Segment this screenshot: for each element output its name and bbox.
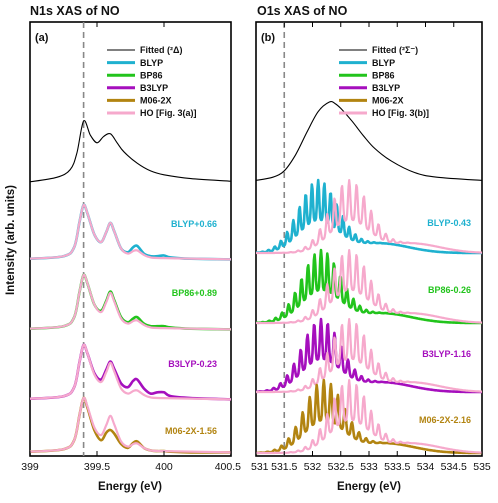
panel-a-ho-fig-3-a-curve-overlay-3	[29, 343, 232, 401]
panel-b-blyp-curve	[255, 178, 483, 255]
panel-a-b3lyp-curve	[29, 343, 232, 401]
panel-b-ho-fig-3-b-curve-overlay-1	[255, 179, 483, 255]
panel-a-ho-fig-3-a-curve-overlay-4	[29, 396, 232, 454]
legend-label-bp86: BP86	[140, 70, 163, 80]
x-tick-label-534-5: 534.5	[441, 461, 467, 473]
legend-label-blyp: BLYP	[140, 58, 163, 68]
annotation-bp86-0-26: BP86-0.26	[428, 285, 471, 295]
panel-a-bp86-curve	[29, 273, 232, 331]
panel-a-frame	[29, 21, 232, 457]
annotation-m06-2x-1-56: M06-2X-1.56	[165, 426, 217, 436]
panel-b-x-ticks: 531 531.5 532 532.5 533 533.5 534 534.5 535	[251, 22, 491, 473]
panel-b-x-axis-label: Energy (eV)	[337, 481, 401, 493]
panel-b-annotations: BLYP-0.43 BP86-0.26 B3LYP-1.16 M06-2X-2.16	[419, 218, 471, 425]
legend-label-ho-fig-3-a: HO [Fig. 3(a)]	[140, 108, 197, 118]
y-axis-label: Intensity (arb. units)	[5, 185, 17, 295]
x-tick-label-532-5: 532.5	[328, 461, 354, 473]
panel-a-x-axis-label: Energy (eV)	[98, 481, 162, 493]
x-tick-label-531: 531	[251, 461, 269, 473]
panel-b-label: (b)	[261, 32, 275, 44]
annotation-m06-2x-2-16: M06-2X-2.16	[419, 415, 471, 425]
x-tick-label-399-5: 399.5	[84, 461, 110, 473]
panel-b-b3lyp-curve	[255, 317, 483, 394]
panel-a-fitted-curve	[29, 120, 232, 183]
x-tick-label-532: 532	[304, 461, 322, 473]
panel-a-ho-fig-3-a-curve-overlay-1	[29, 203, 232, 261]
x-tick-label-400: 400	[155, 461, 173, 473]
legend-label-blyp: BLYP	[372, 58, 395, 68]
x-tick-label-535: 535	[473, 461, 491, 473]
panel-a-annotations: BLYP+0.66 BP86+0.89 B3LYP-0.23 M06-2X-1.56	[165, 219, 217, 436]
panel-a-legend: Fitted (²Δ) BLYP BP86 B3LYP M06-2X HO [Fig. 3…	[107, 45, 197, 118]
x-tick-label-533-5: 533.5	[384, 461, 410, 473]
legend-label-m06-2x: M06-2X	[372, 96, 404, 106]
annotation-bp86-0-89: BP86+0.89	[172, 288, 217, 298]
legend-label-ho-fig-3-b: HO [Fig. 3(b)]	[372, 108, 429, 118]
panel-a-curves	[29, 120, 232, 454]
panel-a-x-ticks: 399 399.5 400 400.5	[21, 22, 241, 473]
panel-a: N1s XAS of NO (a) Fitted (²Δ) BLYP BP86 B3L…	[21, 4, 241, 493]
panel-b: O1s XAS of NO (b) Fitted (²Σ⁻) BLYP BP86 B3…	[251, 4, 491, 493]
x-tick-label-400-5: 400.5	[215, 461, 241, 473]
legend-label-m06-2x: M06-2X	[140, 96, 172, 106]
panel-b-bp86-curve	[255, 248, 483, 325]
annotation-blyp-0-43: BLYP-0.43	[427, 218, 471, 228]
annotation-b3lyp-0-23: B3LYP-0.23	[168, 359, 217, 369]
panel-b-ho-fig-3-b-curve-overlay-3	[255, 318, 483, 394]
legend-label-b3lyp: B3LYP	[140, 83, 168, 93]
x-tick-label-531-5: 531.5	[271, 461, 297, 473]
legend-label-b3lyp: B3LYP	[372, 83, 400, 93]
panel-a-blyp-curve	[29, 203, 232, 261]
legend-label-fitted: Fitted (²Σ⁻)	[372, 45, 418, 55]
panel-b-legend: Fitted (²Σ⁻) BLYP BP86 B3LYP M06-2X HO [Fig. …	[339, 45, 429, 118]
x-tick-label-534: 534	[417, 461, 435, 473]
panel-a-label: (a)	[35, 32, 49, 44]
legend-label-bp86: BP86	[372, 70, 395, 80]
x-tick-label-399: 399	[21, 461, 39, 473]
panel-b-ho-fig-3-b-curve-overlay-4	[255, 379, 483, 455]
panel-a-title: N1s XAS of NO	[30, 4, 120, 18]
panel-b-fitted-curve	[255, 101, 483, 181]
annotation-b3lyp-1-16: B3LYP-1.16	[422, 349, 471, 359]
annotation-blyp-0-66: BLYP+0.66	[171, 219, 217, 229]
legend-label-fitted: Fitted (²Δ)	[140, 45, 182, 55]
panel-b-ho-fig-3-b-curve-overlay-2	[255, 249, 483, 325]
panel-b-title: O1s XAS of NO	[257, 4, 348, 18]
x-tick-label-533: 533	[360, 461, 378, 473]
panel-b-curves	[255, 101, 483, 455]
panel-b-m06-2x-curve	[255, 378, 483, 455]
panel-a-ho-fig-3-a-curve-overlay-2	[29, 273, 232, 331]
